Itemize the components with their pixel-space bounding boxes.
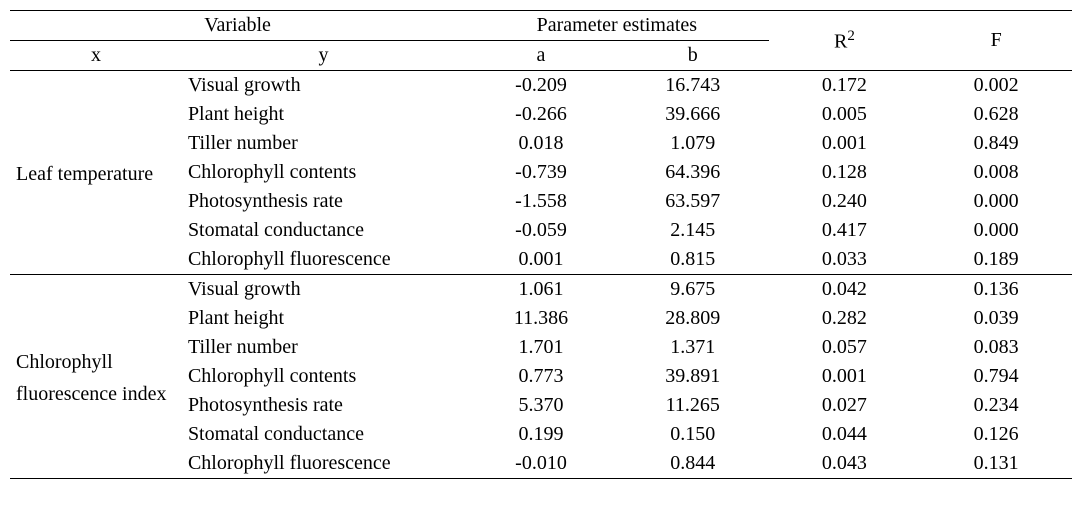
cell-b: 28.809 — [617, 304, 769, 333]
cell-a: -0.059 — [465, 216, 617, 245]
table-row: Leaf temperatureVisual growth-0.20916.74… — [10, 71, 1072, 101]
cell-f: 0.131 — [920, 449, 1072, 479]
cell-a: 0.773 — [465, 362, 617, 391]
cell-f: 0.849 — [920, 129, 1072, 158]
group-x-label: Chlorophyll fluorescence index — [10, 275, 182, 479]
cell-r2: 0.001 — [769, 129, 921, 158]
cell-y: Chlorophyll contents — [182, 158, 465, 187]
cell-r2: 0.043 — [769, 449, 921, 479]
cell-b: 63.597 — [617, 187, 769, 216]
group-x-label: Leaf temperature — [10, 71, 182, 275]
cell-f: 0.628 — [920, 100, 1072, 129]
cell-a: 11.386 — [465, 304, 617, 333]
cell-y: Chlorophyll contents — [182, 362, 465, 391]
table-header: Variable Parameter estimates R2 F x y a … — [10, 11, 1072, 71]
cell-a: -0.739 — [465, 158, 617, 187]
cell-b: 1.371 — [617, 333, 769, 362]
cell-f: 0.083 — [920, 333, 1072, 362]
cell-a: 1.701 — [465, 333, 617, 362]
cell-a: 0.199 — [465, 420, 617, 449]
cell-b: 16.743 — [617, 71, 769, 101]
cell-a: -0.209 — [465, 71, 617, 101]
cell-r2: 0.027 — [769, 391, 921, 420]
header-y: y — [182, 41, 465, 71]
header-f: F — [920, 11, 1072, 71]
cell-f: 0.794 — [920, 362, 1072, 391]
header-param-est: Parameter estimates — [465, 11, 768, 41]
table-row: Chlorophyll fluorescence indexVisual gro… — [10, 275, 1072, 305]
cell-b: 0.815 — [617, 245, 769, 275]
cell-b: 64.396 — [617, 158, 769, 187]
cell-f: 0.002 — [920, 71, 1072, 101]
cell-b: 2.145 — [617, 216, 769, 245]
cell-y: Plant height — [182, 100, 465, 129]
regression-table: Variable Parameter estimates R2 F x y a … — [10, 10, 1072, 479]
cell-r2: 0.128 — [769, 158, 921, 187]
cell-r2: 0.033 — [769, 245, 921, 275]
header-b: b — [617, 41, 769, 71]
cell-f: 0.039 — [920, 304, 1072, 333]
header-variable: Variable — [10, 11, 465, 41]
cell-r2: 0.240 — [769, 187, 921, 216]
cell-a: 1.061 — [465, 275, 617, 305]
cell-f: 0.000 — [920, 216, 1072, 245]
cell-r2: 0.042 — [769, 275, 921, 305]
cell-y: Stomatal conductance — [182, 216, 465, 245]
cell-b: 0.844 — [617, 449, 769, 479]
cell-y: Visual growth — [182, 275, 465, 305]
cell-y: Tiller number — [182, 129, 465, 158]
cell-b: 0.150 — [617, 420, 769, 449]
header-r2: R2 — [769, 11, 921, 71]
cell-a: -0.266 — [465, 100, 617, 129]
cell-r2: 0.282 — [769, 304, 921, 333]
cell-a: 0.018 — [465, 129, 617, 158]
cell-y: Photosynthesis rate — [182, 187, 465, 216]
cell-r2: 0.044 — [769, 420, 921, 449]
header-x: x — [10, 41, 182, 71]
cell-f: 0.000 — [920, 187, 1072, 216]
cell-y: Photosynthesis rate — [182, 391, 465, 420]
cell-r2: 0.057 — [769, 333, 921, 362]
header-a: a — [465, 41, 617, 71]
cell-r2: 0.417 — [769, 216, 921, 245]
cell-b: 39.666 — [617, 100, 769, 129]
cell-b: 9.675 — [617, 275, 769, 305]
cell-b: 11.265 — [617, 391, 769, 420]
cell-a: 5.370 — [465, 391, 617, 420]
cell-y: Tiller number — [182, 333, 465, 362]
cell-y: Stomatal conductance — [182, 420, 465, 449]
cell-b: 1.079 — [617, 129, 769, 158]
cell-f: 0.008 — [920, 158, 1072, 187]
cell-r2: 0.172 — [769, 71, 921, 101]
cell-a: -0.010 — [465, 449, 617, 479]
cell-r2: 0.005 — [769, 100, 921, 129]
cell-f: 0.136 — [920, 275, 1072, 305]
cell-a: -1.558 — [465, 187, 617, 216]
cell-a: 0.001 — [465, 245, 617, 275]
cell-b: 39.891 — [617, 362, 769, 391]
cell-f: 0.189 — [920, 245, 1072, 275]
cell-y: Chlorophyll fluorescence — [182, 245, 465, 275]
table-body: Leaf temperatureVisual growth-0.20916.74… — [10, 71, 1072, 479]
cell-r2: 0.001 — [769, 362, 921, 391]
cell-y: Plant height — [182, 304, 465, 333]
cell-y: Chlorophyll fluorescence — [182, 449, 465, 479]
cell-y: Visual growth — [182, 71, 465, 101]
cell-f: 0.126 — [920, 420, 1072, 449]
cell-f: 0.234 — [920, 391, 1072, 420]
